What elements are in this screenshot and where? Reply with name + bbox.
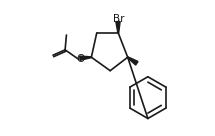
Polygon shape (127, 57, 138, 65)
Text: O: O (77, 54, 85, 64)
Text: Br: Br (113, 14, 125, 24)
Polygon shape (116, 21, 120, 33)
Polygon shape (80, 56, 91, 60)
